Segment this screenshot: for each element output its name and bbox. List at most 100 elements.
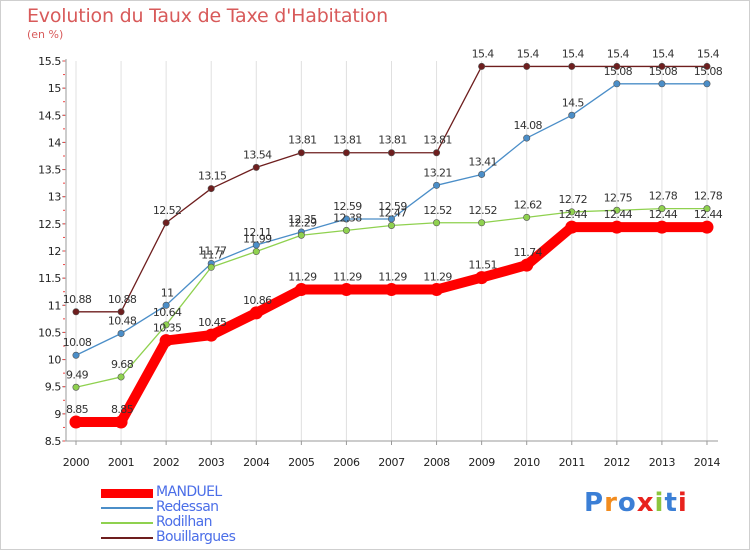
data-label: 12.59 — [378, 200, 407, 213]
legend: MANDUEL Redessan Rodilhan Bouillargues — [101, 485, 301, 545]
data-label: 12.44 — [604, 208, 633, 221]
data-point — [249, 306, 263, 320]
data-point — [703, 62, 711, 70]
data-point — [72, 351, 80, 359]
logo-letter: t — [664, 488, 678, 518]
x-tick-label: 2011 — [559, 456, 585, 469]
data-label: 12.35 — [288, 213, 317, 226]
data-point — [433, 181, 441, 189]
data-label: 12.62 — [513, 198, 542, 211]
legend-item-manduel: MANDUEL — [101, 485, 301, 500]
logo-letter: i — [677, 488, 688, 518]
data-point — [114, 415, 128, 429]
x-tick-label: 2006 — [333, 456, 360, 469]
data-point — [204, 328, 218, 342]
data-label: 12.44 — [559, 208, 588, 221]
data-label: 14.5 — [562, 96, 585, 109]
data-point — [610, 220, 624, 234]
axes: 8.5 9 9.5 10 10.5 11 11.5 12 12.5 13 13.5 14 14.5 15 1… — [38, 55, 721, 469]
y-tick-label: 11 — [48, 299, 61, 312]
x-tick-label: 2009 — [468, 456, 495, 469]
data-label: 13.81 — [378, 134, 407, 147]
data-label: 12.47 — [378, 206, 407, 219]
data-point — [297, 149, 305, 157]
data-point — [207, 185, 215, 193]
data-label: 11.29 — [423, 271, 452, 284]
data-label: 12.78 — [694, 190, 723, 203]
data-point — [159, 334, 173, 348]
data-point — [565, 220, 579, 234]
data-point — [568, 62, 576, 70]
series-lines — [69, 62, 714, 429]
legend-swatch — [101, 537, 153, 539]
data-point — [117, 308, 125, 316]
data-label: 10.88 — [108, 293, 137, 306]
data-label: 12.75 — [604, 191, 633, 204]
y-tick-label: 15 — [48, 82, 62, 95]
data-label: 11.7 — [201, 248, 224, 261]
data-label: 8.85 — [111, 403, 134, 416]
data-label: 12.78 — [649, 190, 678, 203]
data-point — [523, 134, 531, 142]
data-label: 10.48 — [108, 315, 137, 328]
legend-item-rodilhan: Rodilhan — [101, 515, 301, 530]
data-label: 12.38 — [333, 211, 362, 224]
data-point — [655, 220, 669, 234]
data-label: 12.11 — [243, 226, 272, 239]
data-point — [387, 149, 395, 157]
data-label: 12.44 — [694, 208, 723, 221]
data-label: 8.85 — [66, 403, 89, 416]
data-label: 11.77 — [198, 244, 227, 257]
y-tick-label: 13 — [48, 191, 62, 204]
grid-lines — [75, 61, 708, 441]
data-point — [342, 215, 350, 223]
data-label: 12.59 — [333, 200, 362, 213]
data-point — [252, 163, 260, 171]
data-label: 11.51 — [468, 259, 497, 272]
data-point — [207, 263, 215, 271]
data-label: 15.08 — [604, 65, 633, 78]
data-label: 15.08 — [694, 65, 723, 78]
data-point — [72, 308, 80, 316]
x-tick-label: 2008 — [423, 456, 450, 469]
y-tick-label: 13.5 — [38, 164, 61, 177]
data-point — [297, 231, 305, 239]
y-tick-label: 10 — [48, 354, 62, 367]
y-tick-label: 9.5 — [45, 381, 62, 394]
data-label: 11.29 — [288, 271, 317, 284]
x-tick-label: 2004 — [243, 456, 270, 469]
data-point — [478, 219, 486, 227]
data-point — [478, 170, 486, 178]
x-tick-label: 2013 — [649, 456, 676, 469]
x-tick-label: 2014 — [694, 456, 721, 469]
y-tick-label: 14.5 — [38, 109, 61, 122]
data-point — [342, 149, 350, 157]
data-point — [703, 80, 711, 88]
logo-letter: o — [617, 488, 637, 518]
data-label: 15.4 — [472, 47, 495, 60]
x-tick-label: 2000 — [63, 456, 90, 469]
y-tick-label: 10.5 — [38, 326, 61, 339]
data-label: 11 — [161, 286, 174, 299]
data-point — [433, 219, 441, 227]
data-label: 11.74 — [513, 246, 542, 259]
x-tick-label: 2012 — [604, 456, 630, 469]
data-label: 15.4 — [652, 47, 675, 60]
x-tick-label: 2010 — [513, 456, 540, 469]
data-label: 10.88 — [63, 293, 92, 306]
legend-label: Bouillargues — [156, 529, 236, 545]
data-label: 13.15 — [198, 170, 227, 183]
data-point — [430, 283, 444, 297]
chart-subtitle: (en %) — [27, 28, 64, 41]
data-label: 15.4 — [517, 47, 540, 60]
data-point — [69, 415, 83, 429]
data-label: 12.52 — [153, 204, 182, 217]
data-label: 12.29 — [288, 216, 317, 229]
data-point — [433, 149, 441, 157]
data-point — [520, 258, 534, 272]
legend-label: MANDUEL — [156, 484, 222, 500]
data-label: 9.68 — [111, 358, 134, 371]
data-point — [342, 226, 350, 234]
proxiti-logo: Proxiti — [584, 488, 688, 518]
